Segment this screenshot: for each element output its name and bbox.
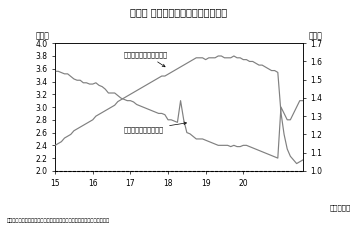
Text: （資料）総務省統計局「労働力調査」、厚生労働省「一般職業紹介状況」: （資料）総務省統計局「労働力調査」、厚生労働省「一般職業紹介状況」 (7, 218, 110, 223)
Text: 完全失業率（左目盛）: 完全失業率（左目盛） (124, 122, 187, 133)
Text: （倍）: （倍） (309, 32, 323, 41)
Text: 図表１ 失業率、有効求人倍率の推移: 図表１ 失業率、有効求人倍率の推移 (130, 7, 228, 17)
Text: （年・月）: （年・月） (330, 205, 351, 211)
Text: （％）: （％） (35, 32, 49, 41)
Text: 有効求人倍率（右目盛）: 有効求人倍率（右目盛） (124, 51, 168, 67)
